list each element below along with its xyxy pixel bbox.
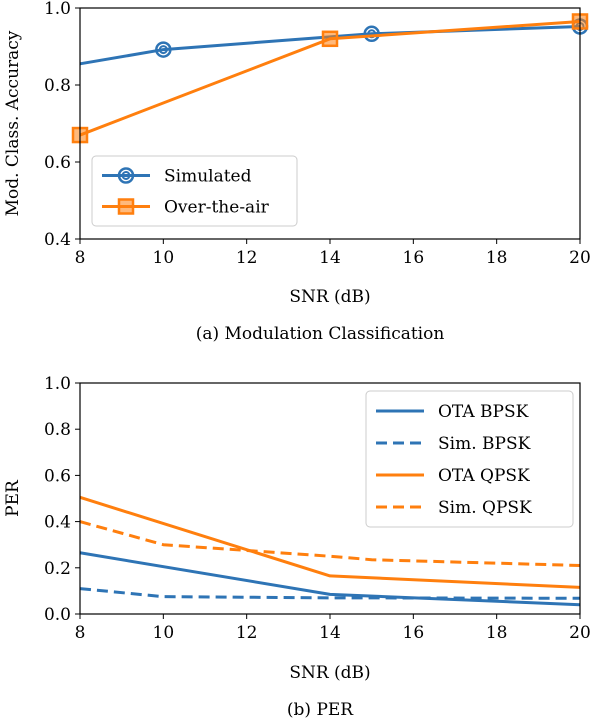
x-tick-label: 16: [403, 623, 425, 643]
y-axis-label: PER: [3, 479, 23, 517]
y-tick-label: 1.0: [44, 0, 71, 19]
legend-label: Sim. QPSK: [438, 498, 532, 518]
x-tick-label: 8: [75, 248, 86, 268]
x-axis-label: SNR (dB): [289, 663, 370, 683]
legend-label: Simulated: [164, 167, 252, 187]
x-tick-label: 10: [153, 248, 175, 268]
series-line-sim-qpsk: [79, 520, 581, 567]
x-tick-label: 18: [486, 623, 508, 643]
x-axis-label: SNR (dB): [289, 287, 370, 307]
marker-point: [363, 25, 380, 43]
marker-point: [321, 30, 339, 48]
y-axis-label: Mod. Class. Accuracy: [3, 30, 23, 216]
y-tick-label: 0.8: [44, 420, 71, 440]
series-line-ota-bpsk: [79, 551, 581, 607]
x-tick-label: 18: [486, 248, 508, 268]
legend-marker: [117, 198, 135, 215]
chart-modulation-classification: 8 10 12 14 16 18 20 0.4 0.6 0.8 1.0 SNR (dB) Mod. Cl…: [3, 0, 591, 344]
legend-label: OTA QPSK: [438, 466, 530, 486]
y-tick-label: 0.4: [44, 513, 71, 533]
x-tick-label: 14: [319, 248, 341, 268]
x-tick-label: 12: [236, 248, 258, 268]
series-line-sim-bpsk: [79, 587, 581, 600]
y-tick-label: 1.0: [44, 374, 71, 394]
y-tick-label: 0.2: [44, 559, 71, 579]
x-tick-label: 12: [236, 623, 258, 643]
x-tick-label: 14: [319, 623, 341, 643]
chart-per: 8 10 12 14 16 18 20 0.0 0.2 0.4 0.6 0.8 1.0 SNR (dB) P…: [3, 374, 591, 720]
legend-label: Over-the-air: [164, 198, 270, 218]
chart-caption: (b) PER: [287, 700, 354, 720]
x-tick-label: 16: [403, 248, 425, 268]
legend-marker: [117, 167, 135, 184]
legend-label: Sim. BPSK: [438, 434, 531, 454]
series-line-ota-qpsk: [79, 495, 581, 589]
legend-label: OTA BPSK: [438, 402, 529, 422]
legend-box: [365, 390, 574, 528]
y-tick-label: 0.6: [44, 153, 71, 173]
marker-point: [155, 41, 172, 58]
y-tick-label: 0.8: [44, 76, 71, 96]
legend-marker-inner: [121, 171, 131, 180]
y-tick-label: 0.6: [44, 466, 71, 486]
x-tick-label: 20: [569, 248, 591, 268]
legend-box: [91, 155, 298, 227]
x-tick-label: 10: [153, 623, 175, 643]
x-tick-label: 20: [569, 623, 591, 643]
chart-caption: (a) Modulation Classification: [196, 324, 445, 344]
x-tick-label: 8: [75, 623, 86, 643]
y-tick-label: 0.4: [44, 230, 71, 250]
y-tick-label: 0.0: [44, 605, 71, 625]
marker-point-inner: [158, 45, 168, 55]
